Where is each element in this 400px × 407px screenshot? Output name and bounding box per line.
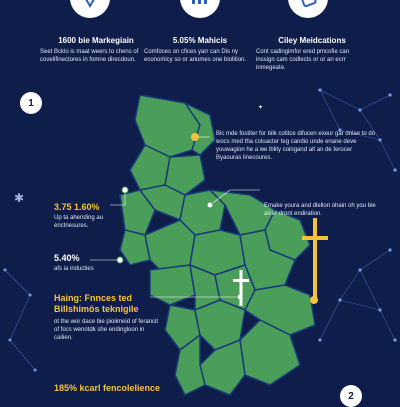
stat-value-4: 185% kcarl fencolelience xyxy=(54,383,161,393)
stat-value-2: 5.40% xyxy=(54,253,80,263)
stat-value-1: 3.75 1.60% xyxy=(54,202,100,212)
document-icon xyxy=(288,0,328,18)
column-title-2: 5.05% Mahicis xyxy=(172,36,228,45)
step-badge-1: 1 xyxy=(20,92,42,114)
annotation-mid-right: Emake youra and dlellon ohain oh you bie… xyxy=(264,203,376,217)
annotation-top-right: Bic mde fostiter for bilk cotitce difuce… xyxy=(216,131,376,161)
chart-icon xyxy=(180,0,220,18)
column-text-3: Cont cadingimfor ered pmcofie can inssig… xyxy=(256,49,350,71)
step-badge-2: 2 xyxy=(340,385,362,407)
stat-value-3: Haing: Fnnces ted Billshimös teknigile xyxy=(54,293,139,314)
network-decoration-right xyxy=(318,88,397,342)
star-icon: ✦ xyxy=(258,105,264,111)
stat-text-2: afs ia inducties xyxy=(54,266,94,272)
stat-text-3: ot the wor dace bie pioiimeid of feranci… xyxy=(54,319,159,341)
sparkle-icon: ✱ xyxy=(14,191,25,205)
shield-icon xyxy=(70,0,110,18)
stat-text-1: Up ta ahending au enctnesures. xyxy=(54,215,104,229)
white-cross-icon xyxy=(233,270,249,306)
gold-cross-icon xyxy=(302,218,328,298)
column-text-1: Seet Bcklo is maat weers to chens of cov… xyxy=(40,49,139,63)
network-decoration-left xyxy=(3,268,37,372)
column-text-2: Comfoces on cfices yarr can Dis ny econo… xyxy=(144,49,247,63)
region-map xyxy=(119,95,316,396)
column-title-1: 1600 bie Markegiain xyxy=(58,36,134,45)
column-title-3: Ciley Meidcations xyxy=(278,36,346,45)
